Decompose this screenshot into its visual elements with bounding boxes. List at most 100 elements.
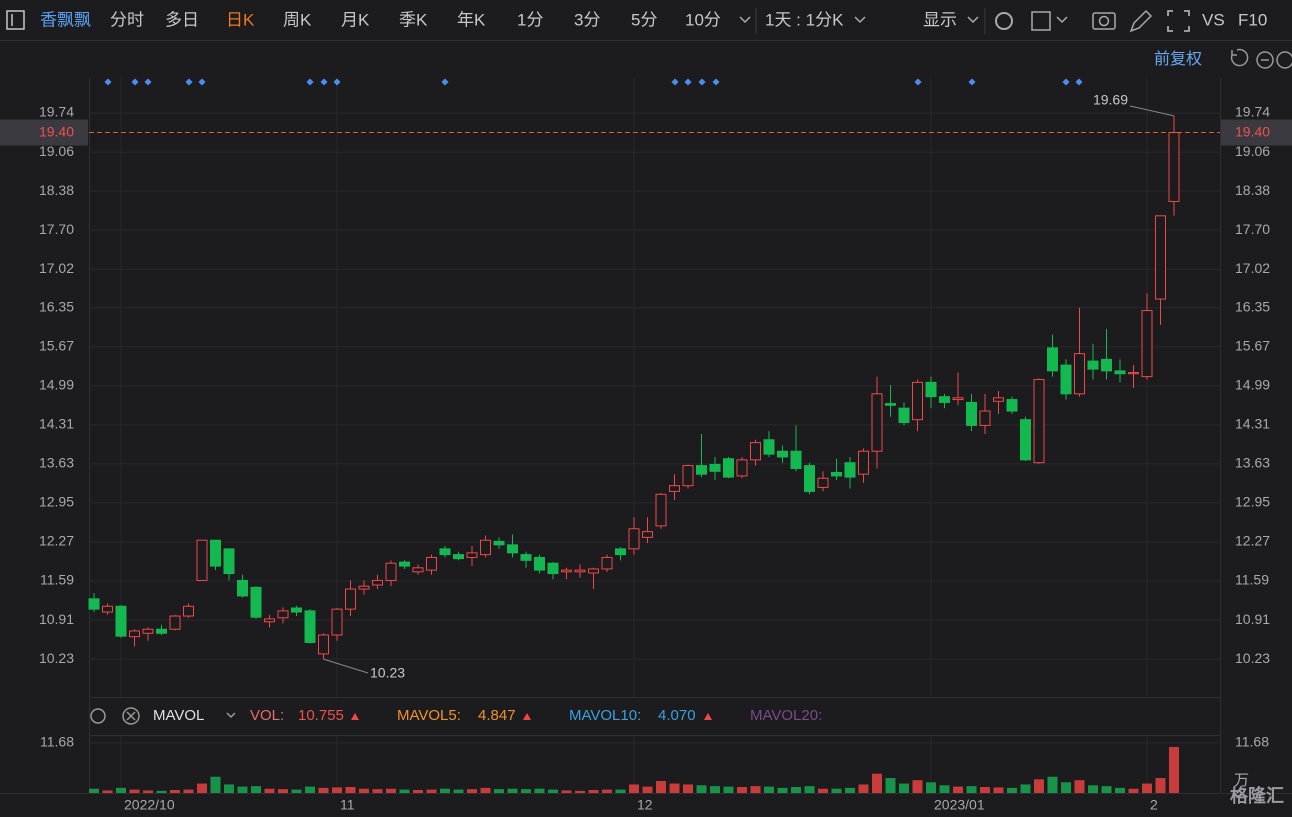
- period-tab[interactable]: 1分: [517, 10, 543, 29]
- period-tab[interactable]: 季K: [399, 10, 428, 29]
- draw-icon[interactable]: [1129, 9, 1153, 33]
- event-marker[interactable]: [671, 78, 679, 86]
- event-marker[interactable]: [712, 78, 720, 86]
- period-tab[interactable]: 10分: [685, 10, 721, 29]
- volume-bar: [723, 786, 734, 793]
- event-marker[interactable]: [698, 78, 706, 86]
- indicator-icons: [126, 711, 236, 721]
- candle-body: [1141, 310, 1153, 378]
- candle-body: [966, 401, 977, 426]
- event-marker[interactable]: [131, 78, 139, 86]
- indicator-close[interactable]: [122, 707, 140, 725]
- event-marker[interactable]: [198, 78, 206, 86]
- candle-body: [669, 485, 680, 492]
- candle-body: [831, 471, 842, 477]
- candle-body: [588, 568, 599, 574]
- camera-icon[interactable]: [1092, 12, 1116, 30]
- menu-icon[interactable]: [6, 10, 25, 30]
- y-tick-label: 14.31: [39, 416, 74, 432]
- period-tab[interactable]: 月K: [341, 10, 370, 29]
- fullscreen-icon[interactable]: [1167, 10, 1190, 32]
- undo-icon[interactable]: [1230, 48, 1249, 67]
- event-marker[interactable]: [185, 78, 193, 86]
- volume-bar: [359, 788, 369, 793]
- event-marker[interactable]: [104, 78, 112, 86]
- candle-body: [507, 544, 518, 554]
- candle-body: [1060, 364, 1072, 395]
- f10-button[interactable]: F10: [1238, 10, 1267, 29]
- volume-bar: [575, 790, 585, 793]
- vol-label: VOL:: [250, 707, 284, 724]
- y-tick-label: 17.70: [39, 221, 74, 237]
- event-marker[interactable]: [914, 78, 922, 86]
- indicator-settings[interactable]: [90, 708, 106, 724]
- candle-body: [952, 397, 964, 401]
- volume-bar: [588, 790, 599, 793]
- volume-bar: [642, 786, 653, 793]
- candle-body: [939, 396, 950, 403]
- volume-bar: [764, 786, 774, 793]
- period-tab[interactable]: 周K: [283, 10, 312, 29]
- candle-body: [88, 598, 100, 610]
- volume-bar: [467, 789, 477, 793]
- candle-body: [480, 539, 491, 556]
- x-tick-label: 12: [637, 797, 653, 813]
- candle-body: [858, 450, 869, 475]
- vs-button[interactable]: VS: [1202, 10, 1225, 29]
- event-marker[interactable]: [968, 78, 976, 86]
- period-tab[interactable]: 5分: [631, 10, 657, 29]
- checkbox-icon[interactable]: [1031, 11, 1051, 31]
- candle-body: [1101, 358, 1112, 372]
- y-tick-label: 12.27: [39, 533, 74, 549]
- y-tick-label-right: 14.31: [1235, 416, 1270, 432]
- y-tick-label-right: 10.91: [1235, 611, 1270, 627]
- y-tick-label-right: 11.59: [1235, 572, 1269, 588]
- last-price-tag: [0, 119, 88, 146]
- zoom-out-icon[interactable]: [1256, 51, 1274, 69]
- y-tick-label-right: 19.06: [1235, 143, 1270, 159]
- display[interactable]: 显示: [923, 10, 957, 29]
- period-tab[interactable]: 多日: [165, 10, 199, 29]
- candle-body: [358, 585, 370, 590]
- period-tab[interactable]: 3分: [574, 10, 600, 29]
- candle-body: [561, 569, 572, 573]
- event-marker[interactable]: [144, 78, 152, 86]
- indicator-name[interactable]: MAVOL: [153, 707, 204, 724]
- candle-body: [291, 607, 302, 613]
- volume-bar: [872, 773, 882, 793]
- candle-body: [385, 562, 397, 581]
- y-tick-label: 13.63: [39, 455, 74, 471]
- event-marker[interactable]: [320, 78, 328, 86]
- volume-bar: [413, 790, 423, 793]
- candle-body: [304, 610, 316, 643]
- volume-bar: [980, 787, 990, 793]
- settings-icon[interactable]: [995, 12, 1013, 30]
- candle-body: [547, 562, 559, 575]
- candle-body: [399, 561, 410, 567]
- volume-bar: [1007, 787, 1017, 793]
- candle-body: [763, 439, 775, 455]
- event-marker[interactable]: [684, 78, 692, 86]
- event-marker[interactable]: [306, 78, 314, 86]
- zoom-in-icon[interactable]: [1276, 51, 1292, 69]
- volume-bar: [1020, 784, 1031, 793]
- candle-body: [129, 630, 140, 638]
- volume-bar: [1101, 786, 1112, 793]
- volume-bar: [480, 787, 491, 793]
- volume-bar: [264, 788, 275, 793]
- period-tab[interactable]: 日K: [226, 10, 255, 29]
- event-marker[interactable]: [333, 78, 341, 86]
- interval[interactable]: 1天 : 1分K: [765, 10, 844, 29]
- volume-bar: [885, 778, 896, 793]
- y-tick-label-right: 12.95: [1235, 494, 1270, 510]
- period-tab[interactable]: 分时: [110, 10, 144, 29]
- y-tick-label-right: 17.70: [1235, 221, 1270, 237]
- adjust-mode[interactable]: 前复权: [1154, 50, 1202, 68]
- vol-value: 10.755: [298, 707, 344, 724]
- volume-bar: [224, 784, 234, 793]
- event-marker[interactable]: [441, 78, 449, 86]
- candle-body: [115, 605, 127, 637]
- candle-body: [412, 567, 424, 573]
- stock-name[interactable]: 香飘飘: [40, 10, 91, 29]
- period-tab[interactable]: 年K: [457, 10, 486, 29]
